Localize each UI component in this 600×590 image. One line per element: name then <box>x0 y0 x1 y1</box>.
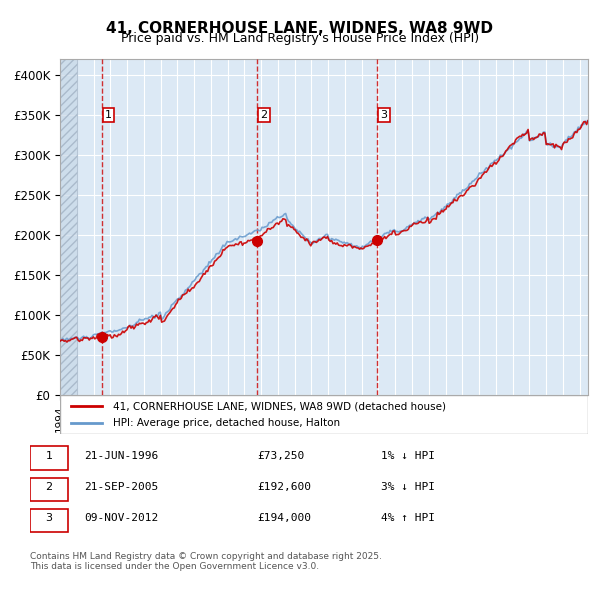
Text: Price paid vs. HM Land Registry's House Price Index (HPI): Price paid vs. HM Land Registry's House … <box>121 32 479 45</box>
Text: 4% ↑ HPI: 4% ↑ HPI <box>381 513 435 523</box>
Text: 1: 1 <box>105 110 112 120</box>
Text: £192,600: £192,600 <box>257 482 311 492</box>
Text: 1: 1 <box>46 451 52 461</box>
Text: 3% ↓ HPI: 3% ↓ HPI <box>381 482 435 492</box>
Text: £73,250: £73,250 <box>257 451 304 461</box>
Text: 09-NOV-2012: 09-NOV-2012 <box>84 513 158 523</box>
Text: 2: 2 <box>46 482 52 492</box>
Text: 41, CORNERHOUSE LANE, WIDNES, WA8 9WD: 41, CORNERHOUSE LANE, WIDNES, WA8 9WD <box>107 21 493 35</box>
FancyBboxPatch shape <box>60 395 588 434</box>
FancyBboxPatch shape <box>30 447 68 470</box>
Text: Contains HM Land Registry data © Crown copyright and database right 2025.
This d: Contains HM Land Registry data © Crown c… <box>30 552 382 571</box>
FancyBboxPatch shape <box>30 477 68 501</box>
FancyBboxPatch shape <box>30 509 68 532</box>
Text: £194,000: £194,000 <box>257 513 311 523</box>
Text: HPI: Average price, detached house, Halton: HPI: Average price, detached house, Halt… <box>113 418 340 428</box>
Text: 2: 2 <box>260 110 268 120</box>
Text: 21-SEP-2005: 21-SEP-2005 <box>84 482 158 492</box>
Text: 21-JUN-1996: 21-JUN-1996 <box>84 451 158 461</box>
Text: 3: 3 <box>380 110 388 120</box>
Text: 41, CORNERHOUSE LANE, WIDNES, WA8 9WD (detached house): 41, CORNERHOUSE LANE, WIDNES, WA8 9WD (d… <box>113 401 446 411</box>
Text: 3: 3 <box>46 513 52 523</box>
Text: 1% ↓ HPI: 1% ↓ HPI <box>381 451 435 461</box>
